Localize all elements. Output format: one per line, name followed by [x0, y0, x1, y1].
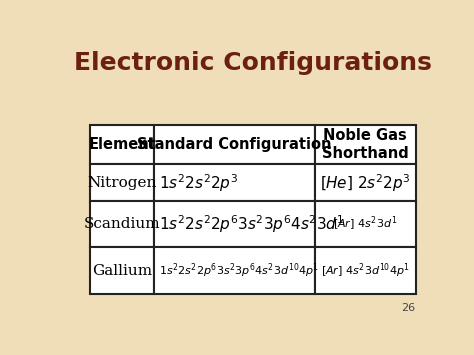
Text: $1s^{2}2s^{2}2p^{6}3s^{2}3p^{6}4s^{2}3d^{1}$: $1s^{2}2s^{2}2p^{6}3s^{2}3p^{6}4s^{2}3d^…	[159, 213, 345, 235]
Bar	[315, 125, 416, 164]
Bar	[315, 201, 416, 247]
Text: 26: 26	[401, 303, 416, 313]
Bar	[154, 164, 315, 201]
Text: Standard Configuration: Standard Configuration	[137, 137, 332, 152]
Bar	[91, 125, 154, 164]
Text: $1s^{2}2s^{2}2p^{6}3s^{2}3p^{6}4s^{2}3d^{10}4p^{1}$: $1s^{2}2s^{2}2p^{6}3s^{2}3p^{6}4s^{2}3d^…	[159, 262, 319, 280]
Text: Nitrogen: Nitrogen	[88, 176, 157, 190]
Text: Gallium: Gallium	[92, 264, 152, 278]
Text: Element: Element	[88, 137, 156, 152]
Text: Electronic Configurations: Electronic Configurations	[74, 51, 432, 75]
Text: $[Ar]\ 4s^{2}3d^{1}$: $[Ar]\ 4s^{2}3d^{1}$	[333, 215, 397, 233]
Bar	[91, 201, 154, 247]
Bar	[315, 247, 416, 294]
Bar	[91, 164, 154, 201]
Bar	[315, 164, 416, 201]
Text: Noble Gas
Shorthand: Noble Gas Shorthand	[322, 128, 409, 161]
Bar	[154, 125, 315, 164]
Bar	[154, 201, 315, 247]
Bar	[154, 247, 315, 294]
Text: $[He]\ 2s^{2}2p^{3}$: $[He]\ 2s^{2}2p^{3}$	[320, 172, 410, 193]
Text: $1s^{2}2s^{2}2p^{3}$: $1s^{2}2s^{2}2p^{3}$	[159, 172, 238, 193]
Text: $[Ar]\ 4s^{2}3d^{10}4p^{1}$: $[Ar]\ 4s^{2}3d^{10}4p^{1}$	[320, 262, 410, 280]
Text: Scandium: Scandium	[84, 217, 161, 231]
Bar	[91, 247, 154, 294]
